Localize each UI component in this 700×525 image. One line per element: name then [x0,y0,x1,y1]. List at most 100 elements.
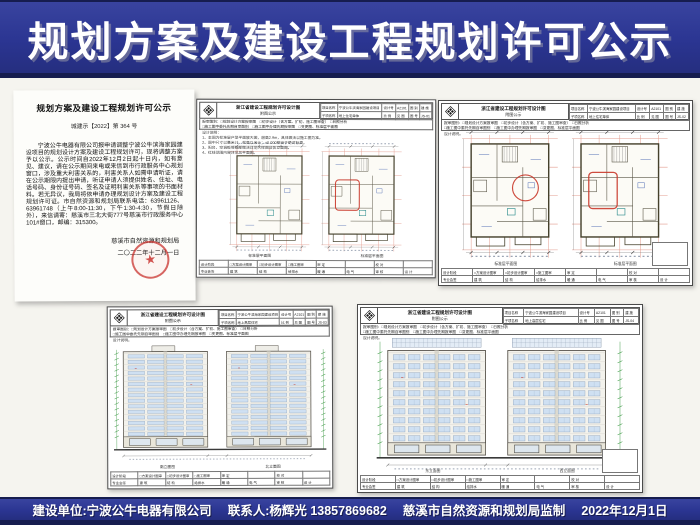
info-cell: 见 图 [649,112,665,121]
drawing-caption: 东立面图 [425,469,441,473]
titleblock-cell: 电 气 [534,482,571,490]
sheet-header: 浙江省建设工程规划许可设计图 附图公示 项目名称 宁波公牛滨海家园建设项目 设计号 A… [441,103,690,121]
note-line: 设计说明。 [363,336,382,340]
info-cell: 子项名称 [568,112,588,121]
sheet-info-table: 项目名称 宁波公牛滨海家园建设项目 设计号 A2101 图 别建 施子项名称 地上住宅单体… [320,103,432,120]
info-cell: A2101 [593,308,611,317]
drawing-sheet-1: 浙江省建设工程规划许可设计图 附图公示 项目名称 宁波公牛滨海家园建设项目 设计号 A… [195,98,437,279]
sheet-info-table: 项目名称 宁波公牛滨海家园建设项目 设计号 A2101 图 别建 施子项名称 地上住宅单体… [568,104,690,121]
titleblock-cell: 给排水 [534,275,566,283]
drawing-caption: 标准层平面图 [248,253,272,258]
titleblock-cell: 给排水 [464,482,501,490]
titleblock-cell: □初步设计图审 [429,475,466,483]
drawing-caption: 西立面图 [559,469,575,473]
titleblock-cell [534,475,571,483]
info-cell: 图 别 [663,104,676,113]
titleblock-cell: 审 核 [569,482,606,490]
titleblock-cell: 电 气 [247,478,276,486]
info-cell: 宁波公牛滨海家园建设项目 [523,308,579,317]
sheet-info-table: 项目名称 宁波公牛滨海家园建设项目 设计号 A2101 图 别建 施子项名称 地上高层住宅… [219,310,329,327]
titleblock-cell: □方案设计图审 [472,268,504,276]
info-cell: 设计号 [634,104,651,113]
info-cell: 设计号 [381,103,396,112]
info-cell: 项目名称 [502,308,525,317]
titleblock-cell: 校 对 [374,260,404,268]
elevation-drawing [376,338,624,470]
elevation-drawing [114,345,327,460]
titleblock-cell: 设 计 [302,478,330,486]
note-line: 设计说明。 [444,132,463,136]
sheet-title-line2: 附图公示 [505,111,522,117]
titleblock-cell [604,475,640,483]
titleblock-cell: 给排水 [192,478,221,486]
info-cell: 宁波公牛滨海家园建设项目 [586,104,636,113]
titleblock-cell: 设计阶段 [441,268,473,276]
titleblock-cell: 审 定 [499,475,536,483]
sheet-header: 浙江省建设工程规划许可设计图 附图公示 项目名称 宁波公牛滨海家园建设项目 设计号 A… [360,307,640,325]
titleblock-cell: 暖 通 [220,478,248,486]
poster-main-title: 规划方案及建设工程规划许可公示 [27,18,673,65]
checkbox-row-1: 报审图别：□规划设计方案报审图 □初步设计（含方案、扩初、施工图审查） □日照分… [363,324,508,329]
titleblock-cell: 结 构 [503,275,535,283]
titleblock-cell: 建 筑 [228,267,258,275]
info-cell: A2101 [292,310,306,319]
titleblock-cell: □初步设计图审 [257,260,287,268]
floor-plan-drawing [462,131,668,258]
footer-date: 2022年12月1日 [581,504,668,518]
info-cell: 比 例 [577,316,595,325]
titleblock-cell: □施工图审 [534,268,566,276]
sheet-title-line2: 附图公示 [164,317,181,323]
sheet-notes: 设计说明。 [444,132,687,137]
sheet-title-line2: 附图公示 [431,315,448,321]
sheet-info-table: 项目名称 宁波公牛滨海家园建设项目 设计号 A2101 图 别建 施子项名称 地上高层住宅… [502,308,639,325]
sheet-review-checkboxes: 报审图别：□规划设计方案报审图 □初步设计（含方案、扩初、施工图审查） □日照分… [199,118,434,131]
titleblock-cell: 给排水 [286,267,316,275]
titleblock-cell: 设 计 [403,267,433,275]
sheet-title: 浙江省建设工程规划许可设计图 附图公示 [127,310,219,326]
sheet-title-line1: 浙江省建设工程规划许可设计图 [481,105,546,111]
sheet-drawing-svg-wrap [110,337,330,472]
titleblock-cell: □方案设计图审 [394,475,431,483]
info-cell: JS-04 [623,316,639,325]
drawing-caption: 南立面图 [159,465,176,470]
drawing-caption: 北立面图 [265,464,281,469]
design-institute-logo-icon [361,308,378,323]
note-line: 4、红线范围内容详见总平面图。 [202,150,258,155]
sheet-review-checkboxes: 报审图别：□规划设计方案报审图 □初步设计（含方案、扩初、施工图审查） □日照分… [360,324,640,335]
sheet-title: 浙江省建设工程规划许可设计图 附图公示 [459,104,569,119]
note-line: 设计说明。 [112,338,132,343]
info-cell: 图 别 [305,310,317,319]
info-cell: JS-02 [674,112,690,121]
titleblock-cell: 专业会签 [199,267,229,275]
sheet-notes: 设计说明： 1、本图为标准层户型平面放大图，层高2.9m，具体做法以施工图为准。 2… [202,131,430,157]
notice-title: 规划方案及建设工程规划许可公示 [36,102,172,114]
titleblock-cell: 校 对 [569,475,606,483]
info-cell: 图 别 [609,308,625,317]
info-cell: 建 施 [419,103,432,112]
footer-supervisor: 慈溪市自然资源和规划局监制 [402,504,566,518]
titleblock-cell [596,268,628,276]
sheet-drawing-svg-wrap [199,130,433,261]
sheet-title-line1: 浙江省建设工程规划许可设计图 [407,309,472,315]
titleblock-cell: 设计阶段 [360,475,396,483]
floor-plan-drawing [229,142,402,252]
titleblock-cell [658,268,690,276]
info-cell: 设计号 [279,310,293,319]
checkbox-row-1: 报审图别：□规划设计方案报审图 □初步设计（含方案、扩初、施工图审查） □日照分… [444,120,589,125]
sheet-title: 浙江省建设工程规划许可设计图 附图公示 [217,102,320,119]
titleblock-cell: □施工图审 [286,260,316,268]
notice-body-text: 宁波公牛电器有限公司报申请调整宁波公牛滨海家园建设项目的规划设计方案及建设工程规… [25,142,184,227]
sheet-drawing-area: 设计说明。 南立面图 北立面图 [110,337,330,472]
info-cell: A2101 [649,104,665,113]
titleblock-stamp-box [652,242,688,266]
titleblock-cell: 建 筑 [394,482,431,490]
drawing-sheet-4: 浙江省建设工程规划许可设计图 附图公示 项目名称 宁波公牛滨海家园建设项目 设计号 A… [357,304,643,493]
design-institute-logo-icon [200,102,218,118]
notice-document: 规划方案及建设工程规划许可公示 城建示【2022】第 364 号 宁波公牛电器有… [13,89,196,302]
titleblock-cell: 结 构 [257,267,287,275]
drawing-caption: 标准层平面图 [494,262,518,266]
sheet-header: 浙江省建设工程规划许可设计图 附图公示 项目名称 宁波公牛滨海家园建设项目 设计号 A… [199,101,434,120]
sheet-title-line2: 附图公示 [260,110,277,116]
info-cell: 建 施 [623,308,639,317]
sheet-drawing-area: 设计说明： 1、本图为标准层户型平面放大图，层高2.9m，具体做法以施工图为准。 2… [199,130,433,261]
